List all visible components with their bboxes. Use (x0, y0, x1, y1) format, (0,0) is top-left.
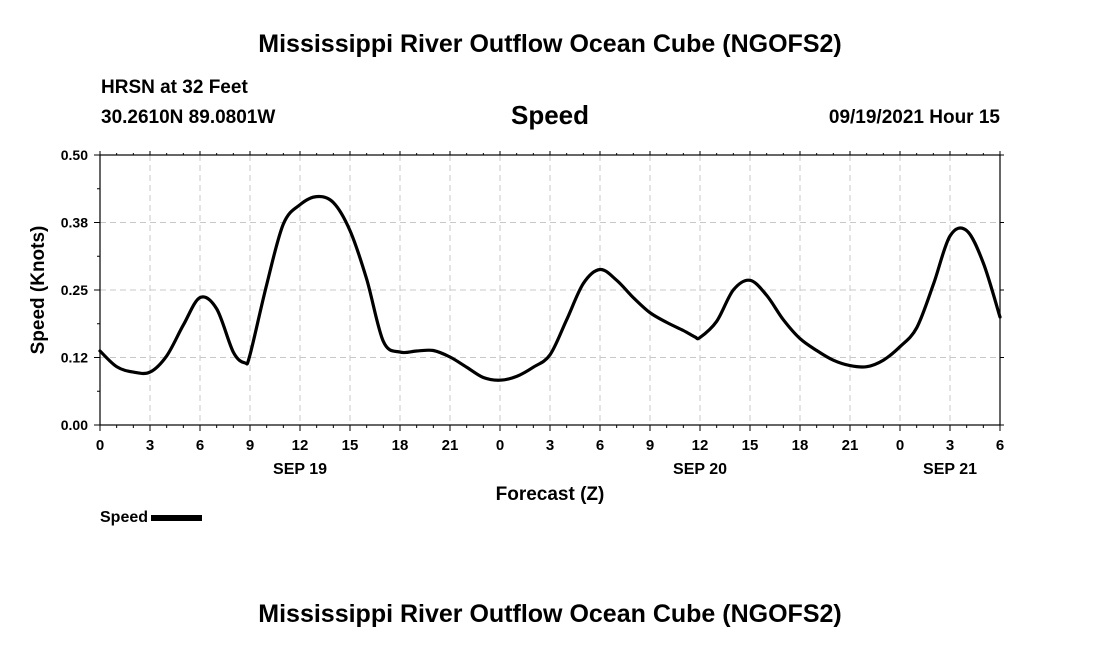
legend: Speed (100, 509, 203, 527)
y-axis-title: Speed (Knots) (28, 226, 49, 355)
x-axis-title: Forecast (Z) (496, 484, 605, 505)
legend-line-swatch (151, 514, 203, 521)
x-tick-label: 3 (546, 437, 554, 454)
x-tick-label: 0 (496, 437, 504, 454)
y-tick-label: 0.38 (61, 215, 88, 231)
x-tick-label: 21 (842, 437, 859, 454)
date-label: SEP 20 (673, 461, 727, 478)
x-tick-label: 6 (996, 437, 1004, 454)
forecast-datetime: 09/19/2021 Hour 15 (828, 107, 1000, 128)
date-label: SEP 19 (273, 461, 327, 478)
x-tick-label: 9 (246, 437, 254, 454)
x-tick-label: 6 (196, 437, 204, 454)
y-tick-label: 0.50 (61, 147, 88, 163)
y-tick-label: 0.12 (61, 350, 88, 366)
chart-title: Mississippi River Outflow Ocean Cube (NG… (258, 30, 842, 58)
date-label: SEP 21 (923, 461, 977, 478)
x-tick-label: 0 (96, 437, 104, 454)
y-tick-label: 0.25 (61, 282, 88, 298)
x-tick-label: 15 (342, 437, 359, 454)
x-tick-label: 3 (146, 437, 154, 454)
plot-frame (99, 154, 1001, 426)
axis-labels: 0 3 6 9 12 15 18 21 0 3 6 9 12 15 18 21 0 3 6 0.00 0.12 0.25 0… (61, 147, 1004, 478)
grid (100, 155, 1000, 425)
variable-title: Speed (510, 100, 590, 130)
x-tick-label: 18 (792, 437, 809, 454)
station-coordinates: 30.2610N 89.0801W (101, 107, 276, 128)
x-tick-label: 15 (742, 437, 759, 454)
speed-series-line (98, 194, 1002, 382)
y-tick-label: 0.00 (61, 417, 88, 433)
x-tick-label: 3 (946, 437, 954, 454)
station-label: HRSN at 32 Feet (101, 77, 248, 98)
x-tick-label: 21 (442, 437, 459, 454)
x-tick-label: 0 (896, 437, 904, 454)
x-tick-label: 9 (646, 437, 654, 454)
legend-label: Speed (100, 509, 149, 526)
x-tick-label: 12 (292, 437, 309, 454)
x-tick-label: 12 (692, 437, 709, 454)
x-tick-label: 18 (392, 437, 409, 454)
x-tick-label: 6 (596, 437, 604, 454)
footer-title: Mississippi River Outflow Ocean Cube (NG… (258, 600, 842, 628)
axis-ticks (94, 151, 1004, 431)
